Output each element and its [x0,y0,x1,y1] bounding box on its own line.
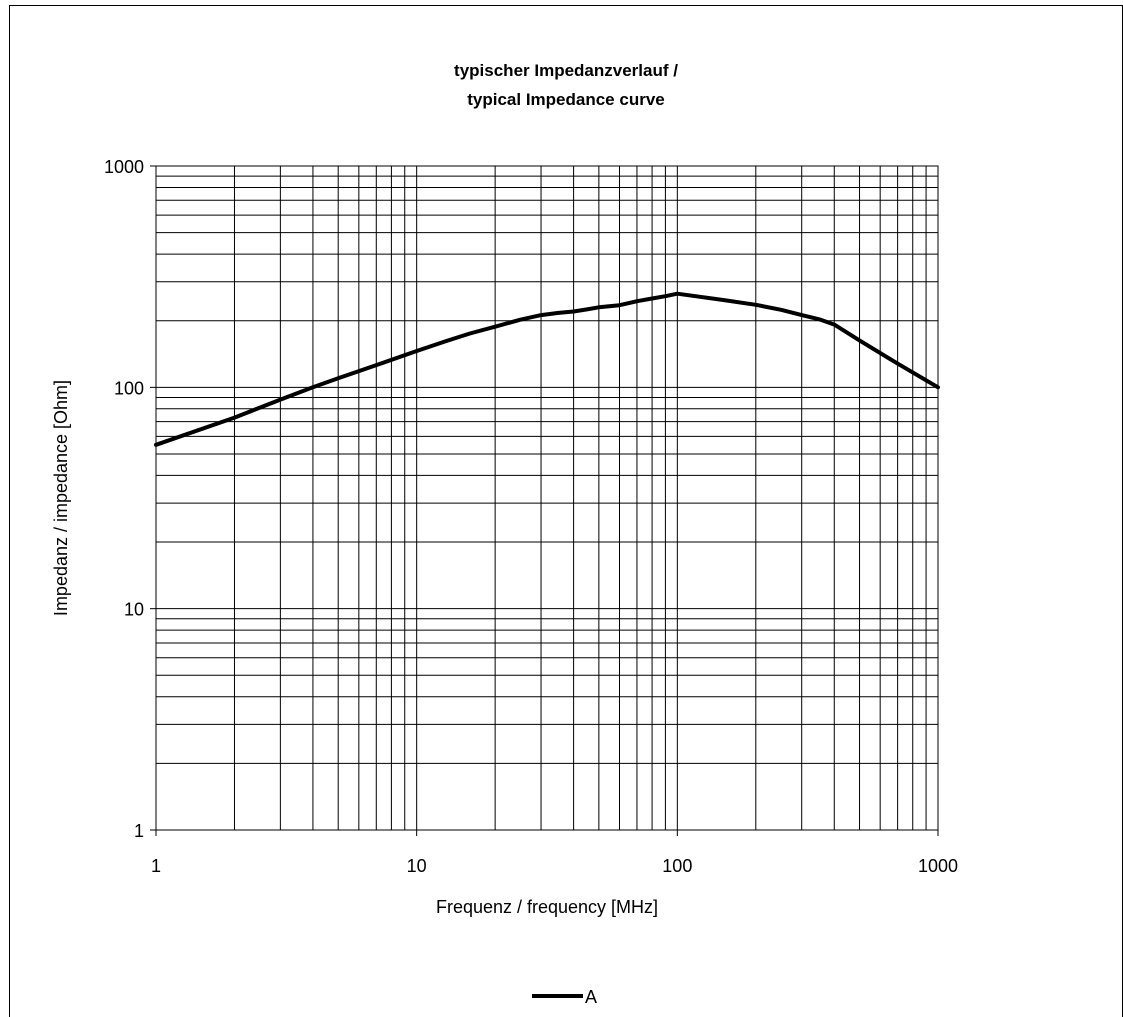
y-tick-label: 1000 [104,157,144,177]
chart-title: typischer Impedanzverlauf / [454,61,678,80]
plot-area [155,165,939,831]
y-axis-label: Impedanz / impedance [Ohm] [51,380,71,616]
x-axis-label: Frequenz / frequency [MHz] [436,897,658,917]
series-group [154,291,940,447]
legend-label-A: A [585,987,597,1007]
x-tick-label: 1000 [918,856,958,876]
y-tick-label: 100 [114,378,144,398]
x-tick-label: 10 [407,856,427,876]
y-tick-label: 10 [124,600,144,620]
x-tick-label: 100 [662,856,692,876]
tick-marks [150,165,939,836]
grid [156,166,938,830]
series-line-A [154,291,940,447]
x-tick-label: 1 [151,856,161,876]
legend: A [532,987,597,1007]
y-tick-label: 1 [134,821,144,841]
y-tick-labels: 1 10 100 1000 [104,157,144,841]
chart-subtitle: typical Impedance curve [467,90,664,109]
x-tick-labels: 1 10 100 1000 [151,856,958,876]
